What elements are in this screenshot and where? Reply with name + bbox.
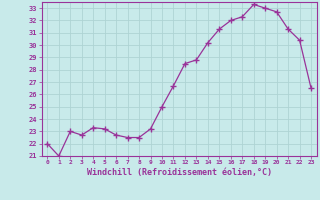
- X-axis label: Windchill (Refroidissement éolien,°C): Windchill (Refroidissement éolien,°C): [87, 168, 272, 177]
